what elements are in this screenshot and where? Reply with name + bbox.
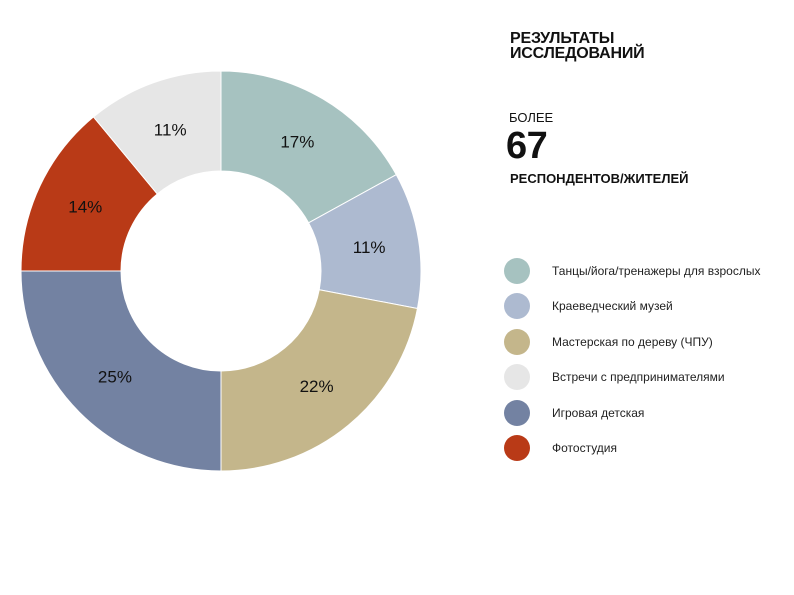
- legend-item: Игровая детская: [504, 395, 789, 431]
- legend-item: Танцы/йога/тренажеры для взрослых: [504, 253, 789, 289]
- chart-legend: Танцы/йога/тренажеры для взрослых Краевед…: [504, 253, 789, 466]
- legend-item: Встречи с предпринимателями: [504, 360, 789, 396]
- donut-slice: [92, 70, 222, 195]
- donut-labels: 17% 11% 22% 25% 14% 11%: [68, 120, 385, 396]
- donut-slice: [20, 270, 222, 472]
- legend-label: Танцы/йога/тренажеры для взрослых: [552, 263, 761, 278]
- legend-label: Фотостудия: [552, 441, 618, 456]
- legend-item: Фотостудия: [504, 431, 789, 467]
- slice-label: 17%: [280, 132, 314, 151]
- legend-swatch: [504, 399, 530, 426]
- slice-label: 25%: [98, 368, 132, 387]
- slice-label: 22%: [300, 377, 334, 396]
- legend-label: Краеведческий музей: [552, 299, 673, 314]
- slice-label: 14%: [68, 198, 102, 217]
- legend-swatch: [504, 328, 530, 355]
- slice-label: 11%: [353, 238, 386, 257]
- legend-swatch: [504, 257, 530, 284]
- legend-swatch: [504, 293, 530, 320]
- donut-slice: [220, 289, 419, 472]
- legend-label: Встречи с предпринимателями: [552, 370, 725, 385]
- stat-number: 67: [506, 125, 548, 167]
- donut-slice: [220, 70, 397, 224]
- legend-label: Игровая детская: [552, 405, 645, 420]
- slice-label: 11%: [154, 120, 187, 139]
- legend-swatch: [504, 364, 530, 391]
- page-title: РЕЗУЛЬТАТЫ ИССЛЕДОВАНИЙ: [510, 30, 645, 62]
- stat-prefix: БОЛЕЕ: [509, 110, 554, 125]
- legend-item: Мастерская по дереву (ЧПУ): [504, 324, 789, 360]
- legend-swatch: [504, 435, 530, 462]
- stat-suffix: РЕСПОНДЕНТОВ/ЖИТЕЛЕЙ: [510, 171, 689, 186]
- legend-label: Мастерская по дереву (ЧПУ): [552, 334, 713, 349]
- donut-slices: [20, 70, 422, 472]
- legend-item: Краеведческий музей: [504, 289, 789, 325]
- donut-chart: 17% 11% 22% 25% 14% 11%: [20, 70, 422, 472]
